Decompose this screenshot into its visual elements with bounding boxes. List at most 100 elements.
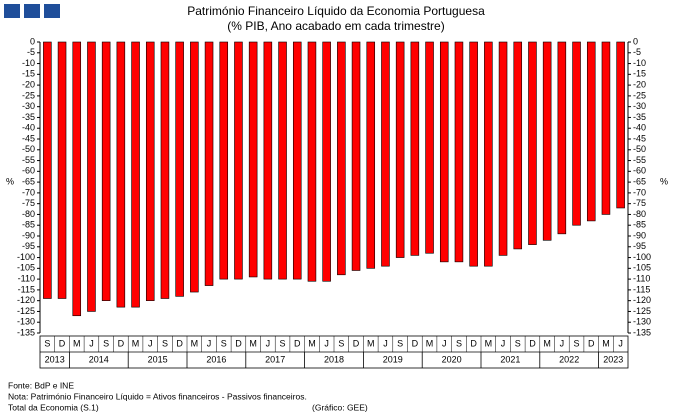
y2-tick-label: -120 (633, 295, 651, 305)
x-tick-label: M (485, 338, 493, 348)
y-tick-label: -65 (22, 176, 35, 186)
bar (601, 41, 611, 215)
bar (160, 41, 170, 299)
y2-tick-label: -90 (633, 230, 646, 240)
x-tick-label: M (132, 338, 140, 348)
bar (381, 41, 390, 267)
x-tick-label: M (367, 338, 375, 348)
bar (366, 41, 376, 269)
y2-tick-label: -65 (633, 176, 646, 186)
x-tick-label: J (148, 338, 153, 348)
x-tick-label: D (294, 338, 301, 348)
bar (145, 41, 155, 301)
bar (586, 41, 596, 222)
y2-tick-label: -45 (633, 133, 646, 143)
y2-tick-label: -135 (633, 327, 651, 337)
bar (116, 41, 126, 308)
x-tick-label: M (73, 338, 81, 348)
bar (101, 41, 111, 301)
y2-tick-label: -105 (633, 263, 651, 273)
x-tick-label: D (235, 338, 242, 348)
bar (234, 41, 243, 280)
y2-tick-label: -40 (633, 123, 646, 133)
x-tick-label: S (397, 338, 403, 348)
bar (72, 41, 82, 317)
x-tick-label: D (412, 338, 419, 348)
y2-tick-label: -30 (633, 101, 646, 111)
y-tick-label: -100 (17, 252, 35, 262)
x-tick-label: S (103, 338, 109, 348)
bar (292, 41, 302, 280)
x-tick-label: S (574, 338, 580, 348)
x-tick-label: J (442, 338, 447, 348)
bar (337, 41, 346, 276)
x-group-label: 2014 (89, 354, 109, 364)
bar (528, 41, 537, 245)
bar (43, 41, 52, 299)
y-tick-label: -40 (22, 123, 35, 133)
note: Fonte: BdP e INE (8, 380, 74, 390)
x-tick-label: S (338, 338, 344, 348)
y2-tick-label: -110 (633, 273, 650, 283)
y-tick-label: -130 (17, 317, 35, 327)
y2-tick-label: -15 (633, 69, 646, 79)
y-tick-label: -80 (22, 209, 35, 219)
x-tick-label: J (89, 338, 94, 348)
bar (190, 41, 199, 293)
bar (219, 41, 229, 280)
bar (572, 41, 581, 226)
y2-tick-label: -55 (633, 155, 646, 165)
x-group-label: 2018 (324, 354, 344, 364)
bar (395, 41, 405, 258)
note: Total da Economia (S.1) (8, 402, 99, 412)
y-tick-label: -25 (22, 90, 35, 100)
logo-square (24, 4, 40, 18)
x-tick-label: D (588, 338, 595, 348)
x-tick-label: M (191, 338, 199, 348)
y-tick-label: -120 (17, 295, 35, 305)
y-tick-label: -5 (27, 47, 35, 57)
x-tick-label: M (426, 338, 434, 348)
logo-square (4, 4, 20, 18)
y-tick-label: -30 (22, 101, 35, 111)
bar (425, 41, 434, 254)
y2-tick-label: -125 (633, 306, 651, 316)
bar (248, 41, 258, 278)
y-tick-label: -135 (17, 327, 35, 337)
x-group-label: 2020 (442, 354, 462, 364)
x-tick-label: M (602, 338, 610, 348)
x-tick-label: D (529, 338, 536, 348)
y-tick-label: 0 (30, 36, 35, 46)
x-tick-label: M (543, 338, 551, 348)
x-tick-label: D (118, 338, 125, 348)
x-tick-label: J (383, 338, 388, 348)
y2-tick-label: -5 (633, 47, 641, 57)
x-tick-label: D (353, 338, 360, 348)
y-tick-label: -10 (22, 58, 35, 68)
y2-axis-label: % (660, 176, 668, 186)
x-tick-label: D (59, 338, 66, 348)
x-tick-label: S (162, 338, 168, 348)
x-tick-label: J (207, 338, 212, 348)
bar (87, 41, 96, 312)
y-tick-label: -95 (22, 241, 35, 251)
y2-tick-label: -25 (633, 90, 646, 100)
y2-tick-label: -70 (633, 187, 646, 197)
y2-tick-label: -95 (633, 241, 646, 251)
bar (557, 41, 567, 235)
note: Nota: Património Financeiro Líquido = At… (8, 391, 307, 401)
x-group-label: 2013 (45, 354, 65, 364)
x-group-label: 2017 (265, 354, 285, 364)
x-tick-label: M (308, 338, 316, 348)
x-group-label: 2023 (603, 354, 623, 364)
y2-tick-label: -85 (633, 220, 646, 230)
bar (469, 41, 478, 267)
y2-tick-label: -100 (633, 252, 651, 262)
chart-title: Património Financeiro Líquido da Economi… (187, 4, 485, 18)
y-tick-label: -50 (22, 144, 35, 154)
bar (322, 41, 331, 282)
y2-tick-label: -75 (633, 198, 646, 208)
y-tick-label: -105 (17, 263, 35, 273)
bar (263, 41, 273, 280)
bar (307, 41, 317, 282)
